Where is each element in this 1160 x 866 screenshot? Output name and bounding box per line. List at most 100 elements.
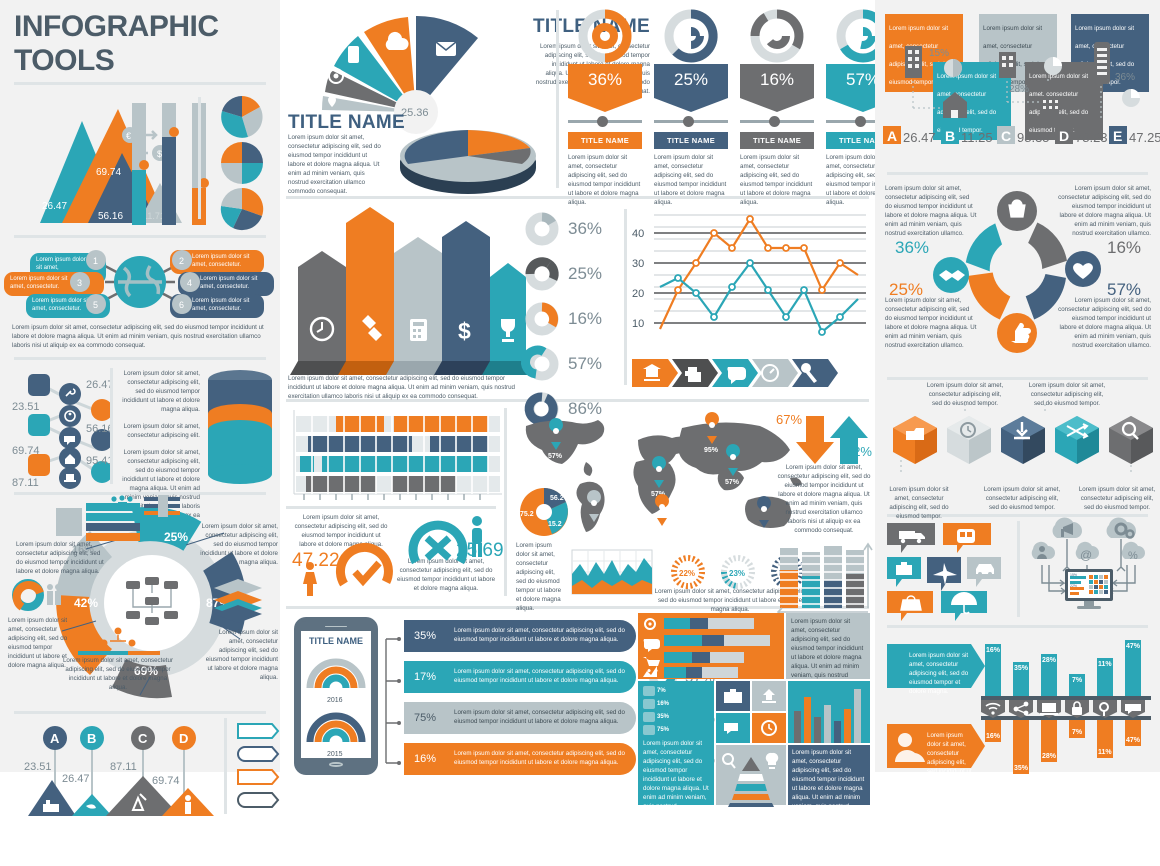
dot-donut-caption: Lorem ipsum dolor sit amet, consectetur … [654,588,806,613]
slider-group [132,103,209,225]
tile-grid [716,681,786,743]
building-label[interactable]: Lorem ipsum dolor sit amet, consectetur … [1025,62,1103,140]
svg-text:26.47: 26.47 [62,773,90,785]
svg-text:11.25: 11.25 [961,130,993,145]
mini-pie-1 [221,96,263,138]
cube [1109,416,1153,464]
cube-top-label-1: Lorem ipsum dolor sit amet, consectetur … [926,382,1004,407]
arrows-text: Lorem ipsum dolor sit amet, consectetur … [777,464,871,534]
cubes-block: Lorem ipsum dolor sit amet, consectetur … [875,382,1160,520]
svg-text:26.47: 26.47 [86,379,114,391]
pin-item[interactable]: 36% TITLE NAME Lorem ipsum dolor sit ame… [568,8,642,208]
bottom-bar-chart: 16% 35% 28% 7% 11% 47% [887,640,1151,774]
speech-cloud-block: @ % 15% 22% [875,517,1160,623]
pin-value: 25% [673,70,709,89]
mountain-value-4: 11.71 [143,211,165,221]
buildings-block: Lorem ipsum dolor sit amet, consectetur … [875,0,1160,170]
pin-text: Lorem ipsum dolor sit amet, consectetur … [654,154,727,206]
tree-diagram: 23.51 69.74 87.11 26.47 56.16 95.41 [12,373,114,489]
globe-network: Lorem ipsum dolor sit amet, consectetur.… [0,242,280,320]
orange-panel: Lorem ipsum dolor sit amet, consectetur … [638,613,870,864]
donut-item: 25% [524,256,602,292]
slider-track[interactable] [132,103,149,225]
banner-shapes [236,722,280,814]
slider-track[interactable] [162,103,179,225]
svg-text:69.74: 69.74 [12,445,40,457]
svg-text:A: A [50,731,60,746]
svg-text:@: @ [1080,548,1092,562]
svg-text:11%: 11% [1098,749,1112,756]
tram-speech [943,523,991,553]
briefcase-speech [887,557,921,587]
pin-item[interactable]: 16% TITLE NAME Lorem ipsum dolor sit ame… [740,8,814,208]
right-column: Lorem ipsum dolor sit amet, consectetur … [875,0,1160,793]
svg-text:14%: 14% [601,513,616,520]
svg-text:57%: 57% [651,491,666,498]
dotted-donut: 23% [721,555,755,589]
cube-label-3: Lorem ipsum dolor sit amet, consectetur … [983,486,1061,511]
svg-text:57%: 57% [548,453,563,460]
svg-text:B: B [87,731,96,746]
cube [1001,416,1045,464]
svg-text:42%: 42% [74,596,98,610]
circle-value-3: 25% [889,280,923,299]
svg-text:5: 5 [93,300,98,310]
donut-item: 86% [524,391,602,427]
globe-node-4[interactable]: Lorem ipsum dolor sit amet, consectetur. [178,272,274,296]
clock-icon[interactable] [752,713,786,743]
svg-text:28%: 28% [1042,753,1057,760]
infographic-page: INFOGRAPHIC TOOLS 69.74 26.47 56.16 11.7… [0,0,1160,816]
svg-text:6: 6 [179,300,184,310]
cube [893,416,937,464]
abcd-mountains-block: A B C D 23.51 26.47 87.11 69.74 [0,716,280,820]
fan-center-value: 25.36 [401,107,429,119]
chat-icon[interactable] [716,713,750,743]
svg-text:D: D [1059,128,1069,144]
mini-chart-text: Lorem ipsum dolor sit amet, consectetur … [792,749,865,819]
abcd-chart: A B C D 23.51 26.47 87.11 69.74 [24,725,214,816]
building-pct-2: 28% [1009,84,1029,95]
svg-text:4: 4 [187,278,192,288]
bottom-callout-top: Lorem ipsum dolor sit amet, consectetur … [909,652,969,695]
cubes-graphic [893,404,1153,472]
pin-text: Lorem ipsum dolor sit amet, consectetur … [568,154,641,206]
monitor-icon: 15% 22% [1065,569,1113,609]
svg-text:22%: 22% [1070,584,1077,588]
svg-text:€: € [126,131,131,141]
svg-text:35%: 35% [1014,665,1029,672]
svg-text:22%: 22% [679,569,695,578]
svg-text:2: 2 [179,256,184,266]
circle-value-1: 36% [895,238,929,257]
phone-screen: TITLE NAME 2016 2015 [301,630,371,758]
area-mini-chart [571,549,653,595]
globe-node-2[interactable]: Lorem ipsum dolor sit amet, consectetur. [170,250,264,274]
svg-text:75.2: 75.2 [520,511,534,518]
svg-text:16%: 16% [986,733,1001,740]
pin-value: 57% [845,70,881,89]
svg-text:69%: 69% [134,664,158,678]
phone-row[interactable]: 16% Lorem ipsum dolor sit amet, consecte… [404,742,804,776]
cube-label-1: Lorem ipsum dolor sit amet, consectetur … [889,486,949,520]
wheel-callout-2: Lorem ipsum dolor sit amet, consectetur … [205,628,278,681]
briefcase-icon[interactable] [716,681,750,711]
phone-mockup[interactable]: TITLE NAME 2016 2015 [294,617,378,775]
svg-text:15%: 15% [1070,573,1077,577]
globe-node-6[interactable]: Lorem ipsum dolor sit amet, consectetur. [170,294,264,318]
cloud-network: @ % 15% 22% [1031,517,1145,609]
pin-text: Lorem ipsum dolor sit amet, consectetur … [740,154,813,206]
pyramid-block [716,745,786,807]
cylinder-text-1: Lorem ipsum dolor sit amet, consectetur … [122,369,200,413]
pin-item[interactable]: 25% TITLE NAME Lorem ipsum dolor sit ame… [654,8,728,208]
pin-title: TITLE NAME [568,132,642,149]
pin-text: Lorem ipsum dolor sit amet, consectetur … [826,154,899,206]
orange-bars [985,720,1141,774]
circle-diagram: 36% 16% 25% 57% [889,191,1141,353]
globe-node-badges: 1 3 5 2 4 6 [70,250,200,314]
mountain-value-3: 56.16 [98,211,123,222]
buildings-graphic: 15% 28% 36% A 26.47 B 11.25 C 98.35 D 78… [883,42,1160,145]
circle-text-3: Lorem ipsum dolor sit amet, consectetur … [885,297,977,349]
pie-3d-chart [400,130,536,194]
left-column: INFOGRAPHIC TOOLS 69.74 26.47 56.16 11.7… [0,0,280,816]
upload-icon[interactable] [752,681,786,711]
arrows-block: 67% 82% Lorem ipsum dolor sit amet, cons… [776,410,873,617]
